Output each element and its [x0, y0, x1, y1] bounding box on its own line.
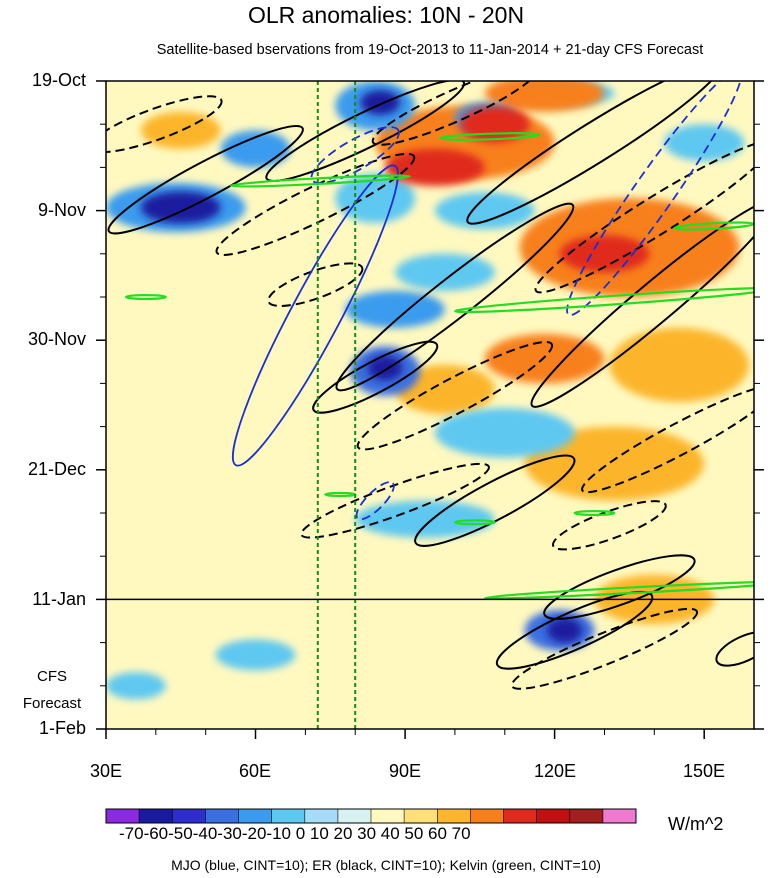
x-tick-label: 90E — [388, 761, 422, 781]
er-contour — [265, 81, 466, 182]
kelvin-contour — [229, 174, 411, 188]
anomaly-region — [395, 364, 495, 415]
colorbar-swatch — [569, 809, 604, 823]
colorbar-swatch — [139, 809, 173, 823]
er-contour — [495, 590, 654, 670]
kelvin-contour — [573, 510, 616, 517]
anomaly-region — [355, 500, 495, 538]
mjo-contour — [310, 126, 400, 185]
x-tick-label: 150E — [682, 761, 726, 781]
er-contour — [356, 340, 554, 451]
er-contour — [107, 124, 304, 235]
x-tick-label: 30E — [89, 761, 123, 781]
colorbar-swatch — [337, 809, 372, 823]
anomaly-region — [664, 124, 745, 162]
er-contour — [215, 152, 416, 256]
colorbar-swatch — [503, 809, 538, 823]
forecast-label-forecast: Forecast — [22, 695, 82, 712]
y-tick-label: 11-Jan — [32, 589, 86, 609]
er-contour — [300, 462, 490, 539]
er-contour — [371, 81, 539, 146]
y-tick-label: 1-Feb — [38, 718, 86, 738]
er-contour — [466, 81, 723, 225]
forecast-label-cfs: CFS — [37, 668, 67, 685]
plot-frame — [105, 80, 755, 730]
colorbar-labels: -70-60-50-40-30-20-10 0 10 20 30 40 50 6… — [119, 824, 471, 843]
er-contour — [552, 500, 667, 551]
chart-title: OLR anomalies: 10N - 20N — [247, 2, 525, 28]
er-contour — [414, 454, 576, 547]
units-label: W/m^2 — [668, 814, 724, 834]
er-contour — [715, 630, 754, 667]
anomaly-region — [106, 672, 166, 700]
wave-contours — [106, 81, 754, 690]
y-tick-label: 19-Oct — [31, 70, 86, 90]
mjo-contour — [355, 481, 395, 521]
er-contour — [510, 607, 699, 690]
y-tick-label: 9-Nov — [37, 200, 86, 220]
er-contour — [543, 554, 696, 620]
er-contour — [106, 95, 223, 154]
kelvin-contour — [438, 132, 541, 141]
colorbar-swatch — [536, 809, 571, 823]
x-tick-label: 60E — [238, 761, 272, 781]
anomaly-region — [215, 639, 296, 671]
chart-subtitle: Satellite-based bservations from 19-Oct-… — [156, 42, 704, 58]
mjo-contour — [231, 164, 399, 467]
anomaly-region — [395, 253, 495, 291]
colorbar-swatch — [371, 809, 405, 823]
kelvin-contour — [484, 580, 754, 600]
anomaly-region — [435, 408, 575, 458]
colorbar — [105, 808, 637, 824]
colorbar-swatch — [238, 809, 273, 823]
colorbar-swatch — [172, 809, 206, 823]
colorbar-swatch — [304, 809, 339, 823]
contour-legend: MJO (blue, CINT=10); ER (black, CINT=10)… — [171, 857, 601, 873]
er-contour — [530, 198, 754, 408]
er-contour — [534, 140, 754, 294]
kelvin-contour — [124, 294, 167, 301]
anomaly-region — [345, 290, 445, 328]
colorbar-swatch — [602, 809, 637, 823]
colorbar-swatch — [205, 809, 239, 823]
anomaly-region — [524, 426, 705, 501]
colorbar-swatch — [437, 809, 471, 823]
anomaly-region — [484, 81, 605, 112]
reference-longitudes — [316, 81, 357, 729]
kelvin-contour — [453, 519, 496, 526]
colorbar-swatch — [404, 809, 438, 823]
kelvin-contour — [454, 287, 754, 314]
x-tick-label: 120E — [533, 761, 577, 781]
axis-ticks — [96, 80, 764, 739]
y-tick-label: 21-Dec — [27, 459, 86, 479]
er-contour — [581, 384, 754, 494]
er-contour — [312, 340, 439, 414]
colorbar-swatch — [106, 809, 140, 823]
anomaly-region — [435, 192, 535, 230]
y-tick-label: 30-Nov — [27, 329, 86, 349]
anomaly-region — [140, 111, 221, 149]
colorbar-swatch — [271, 809, 306, 823]
anomaly-region — [140, 191, 221, 224]
anomaly-region — [609, 327, 749, 402]
colorbar-swatch — [470, 809, 504, 823]
anomaly-region — [484, 334, 605, 384]
anomaly-region — [547, 618, 582, 643]
